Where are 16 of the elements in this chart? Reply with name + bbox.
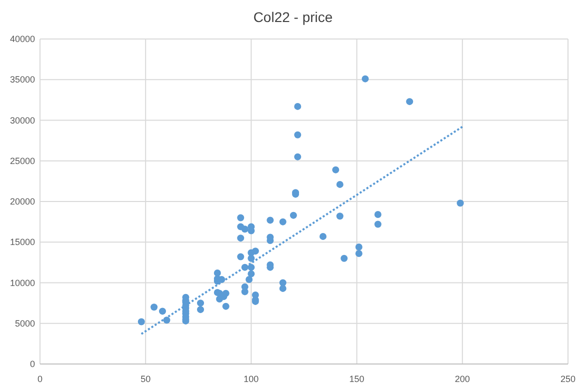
x-tick-label: 250 [560,374,576,384]
y-tick-label: 25000 [10,156,35,166]
y-tick-label: 30000 [10,115,35,126]
y-tick-label: 20000 [10,196,35,206]
y-tick-label: 5000 [14,318,35,328]
y-tick-label: 0 [30,359,35,369]
x-tick-label: 200 [454,374,470,384]
y-tick-label: 35000 [10,74,35,85]
x-tick-label: 150 [349,374,364,384]
y-tick-label: 40000 [10,34,35,44]
x-tick-label: 0 [37,374,43,384]
y-tick-label: 10000 [10,278,35,288]
y-tick-label: 15000 [10,237,35,248]
x-tick-label: 100 [244,374,259,384]
x-tick-label: 50 [140,374,151,384]
chart-title: Col22 - price [253,9,333,25]
